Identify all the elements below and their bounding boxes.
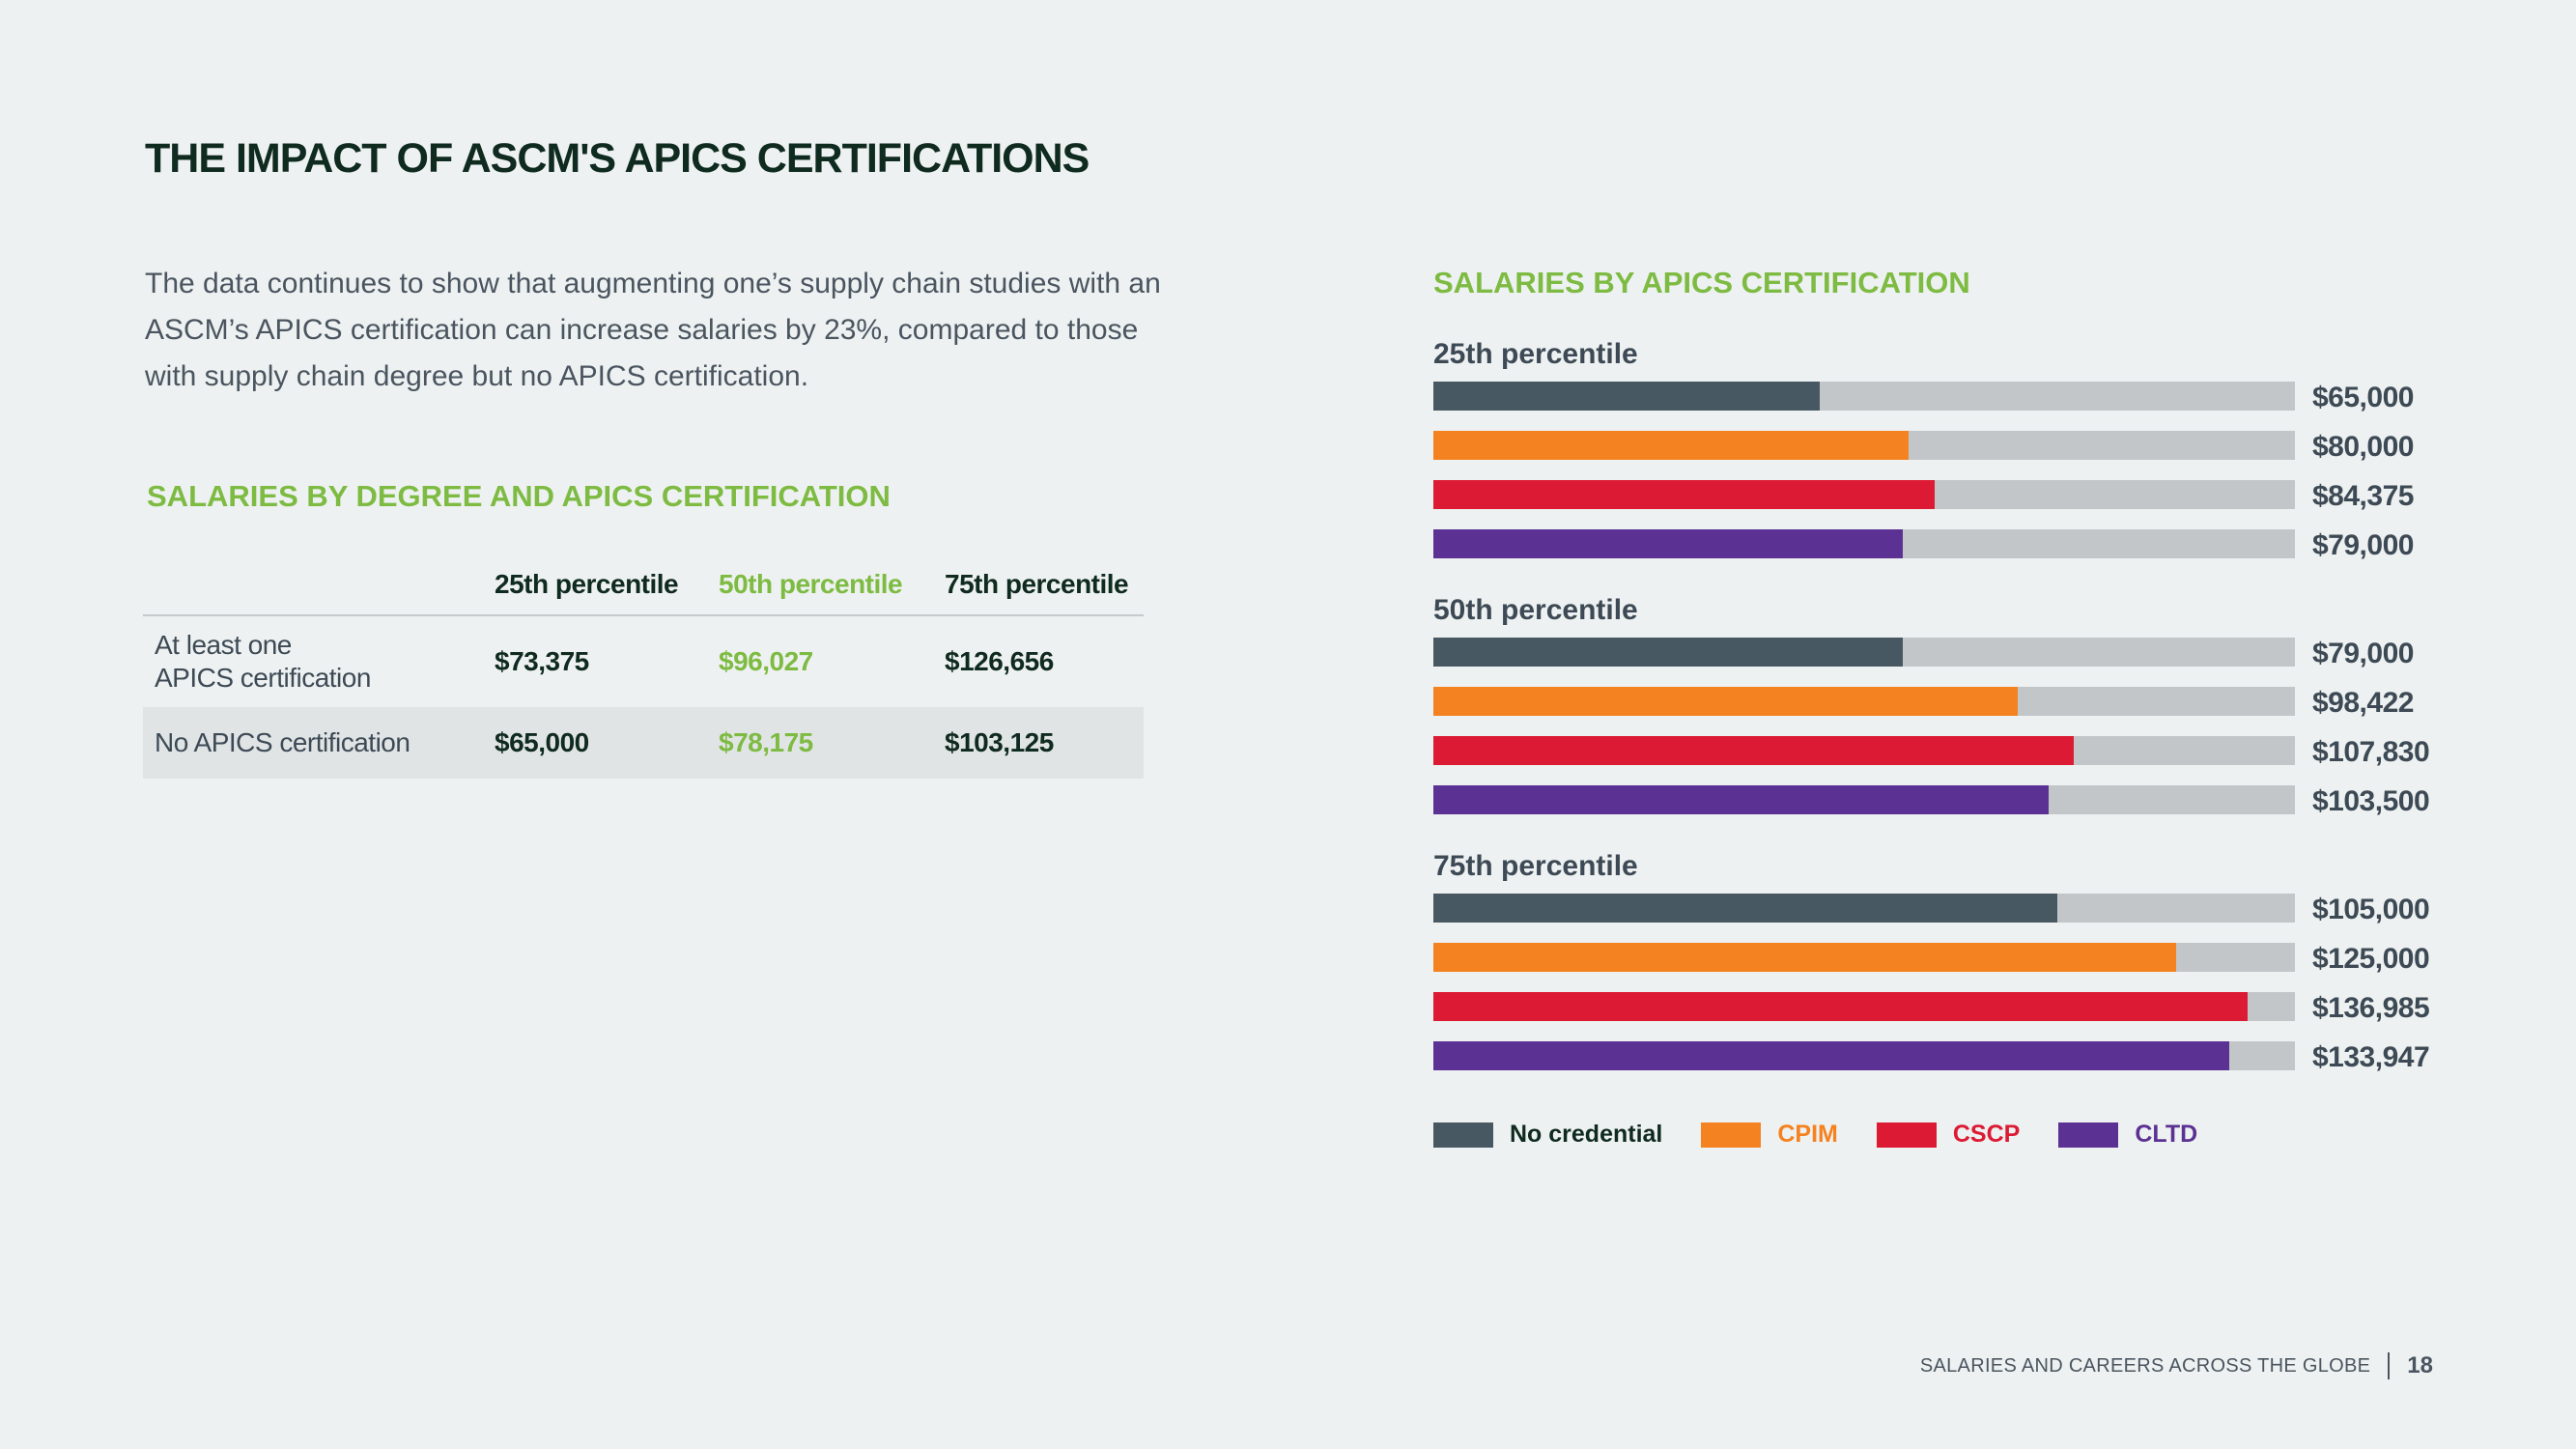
bar-cscp xyxy=(1433,992,2248,1021)
bar-track xyxy=(1433,687,2295,716)
legend-label: CPIM xyxy=(1777,1121,1838,1148)
group-label: 25th percentile xyxy=(1433,338,1638,370)
bar-value-label: $98,422 xyxy=(2312,687,2414,719)
bar-no-credential xyxy=(1433,894,2057,923)
cell-p50: $78,175 xyxy=(707,707,933,779)
group-label: 75th percentile xyxy=(1433,850,1638,882)
bar-value-label: $79,000 xyxy=(2312,529,2414,561)
bar-value-label: $105,000 xyxy=(2312,894,2430,925)
page-footer: SALARIES AND CAREERS ACROSS THE GLOBE 18 xyxy=(1920,1352,2433,1379)
legend-item: CSCP xyxy=(1876,1121,2021,1149)
legend-item: CPIM xyxy=(1701,1121,1838,1149)
bar-value-label: $107,830 xyxy=(2312,736,2430,768)
bar-cpim xyxy=(1433,943,2176,972)
bar-cltd xyxy=(1433,785,2049,814)
footer-divider xyxy=(2388,1352,2391,1379)
cell-p50: $96,027 xyxy=(719,646,813,676)
bar-track xyxy=(1433,431,2295,460)
legend-label: CLTD xyxy=(2135,1121,2198,1148)
table-header-row: 25th percentile 50th percentile 75th per… xyxy=(143,554,1144,616)
table-header-empty xyxy=(143,554,483,616)
page-title: THE IMPACT OF ASCM'S APICS CERTIFICATION… xyxy=(145,135,1090,182)
intro-paragraph: The data continues to show that augmenti… xyxy=(145,268,1161,392)
bar-cscp xyxy=(1433,480,1936,509)
table-header-p50: 50th percentile xyxy=(707,554,933,616)
row-label-line: At least one xyxy=(155,630,292,660)
row-label: No APICS certification xyxy=(143,707,483,779)
legend-swatch xyxy=(1433,1122,1493,1148)
cell-p25: $73,375 xyxy=(495,646,589,676)
table-header-p25: 25th percentile xyxy=(483,554,707,616)
bar-track xyxy=(1433,894,2295,923)
bar-track xyxy=(1433,992,2295,1021)
cell-p75: $103,125 xyxy=(933,707,1144,779)
bar-cscp xyxy=(1433,736,2075,765)
group-label: 50th percentile xyxy=(1433,594,1638,626)
bar-value-label: $65,000 xyxy=(2312,382,2414,413)
bar-value-label: $133,947 xyxy=(2312,1041,2430,1073)
legend-swatch xyxy=(2058,1122,2119,1148)
bar-track xyxy=(1433,638,2295,667)
chart-title: SALARIES BY APICS CERTIFICATION xyxy=(1433,266,1970,299)
legend-swatch xyxy=(1876,1122,1937,1148)
bar-track xyxy=(1433,785,2295,814)
bar-value-label: $125,000 xyxy=(2312,943,2430,975)
row-label-line: APICS certification xyxy=(155,663,371,693)
bar-track xyxy=(1433,736,2295,765)
bar-value-label: $84,375 xyxy=(2312,480,2414,512)
cell-p25: $65,000 xyxy=(483,707,707,779)
bar-cpim xyxy=(1433,431,1910,460)
bar-track xyxy=(1433,529,2295,558)
bar-value-label: $80,000 xyxy=(2312,431,2414,463)
salary-table: 25th percentile 50th percentile 75th per… xyxy=(143,554,1144,779)
legend-item: No credential xyxy=(1433,1121,1662,1149)
bar-no-credential xyxy=(1433,382,1820,411)
chart-legend: No credential CPIM CSCP CLTD xyxy=(1433,1121,2236,1149)
bar-cltd xyxy=(1433,529,1903,558)
bar-value-label: $79,000 xyxy=(2312,638,2414,669)
table-header-p75: 75th percentile xyxy=(933,554,1144,616)
legend-label: CSCP xyxy=(1952,1121,2021,1148)
bar-track xyxy=(1433,1041,2295,1070)
legend-label: No credential xyxy=(1510,1121,1663,1148)
legend-item: CLTD xyxy=(2058,1121,2197,1149)
bar-no-credential xyxy=(1433,638,1903,667)
row-label: At least one APICS certification xyxy=(143,615,483,707)
cell-p75: $126,656 xyxy=(945,646,1054,676)
bar-cltd xyxy=(1433,1041,2229,1070)
bar-value-label: $136,985 xyxy=(2312,992,2430,1024)
bar-track xyxy=(1433,943,2295,972)
footer-text: SALARIES AND CAREERS ACROSS THE GLOBE xyxy=(1919,1354,2371,1377)
bar-track xyxy=(1433,480,2295,509)
page-number: 18 xyxy=(2407,1352,2433,1378)
table-title: SALARIES BY DEGREE AND APICS CERTIFICATI… xyxy=(147,479,891,513)
table-row: No APICS certification $65,000 $78,175 $… xyxy=(143,707,1144,779)
legend-swatch xyxy=(1701,1122,1762,1148)
bar-value-label: $103,500 xyxy=(2312,785,2430,817)
bar-track xyxy=(1433,382,2295,411)
table-row: At least one APICS certification $73,375… xyxy=(143,615,1144,707)
bar-cpim xyxy=(1433,687,2019,716)
